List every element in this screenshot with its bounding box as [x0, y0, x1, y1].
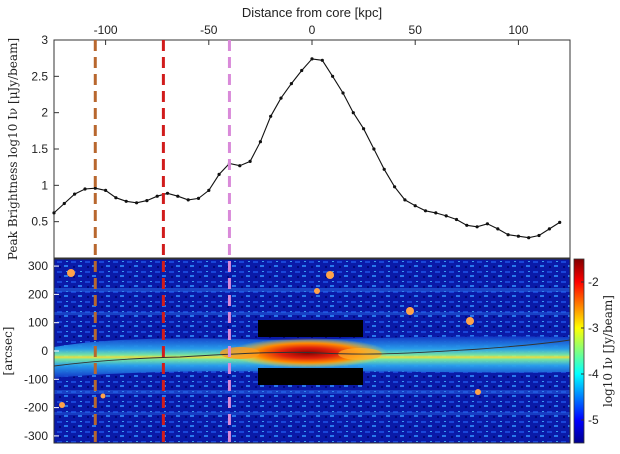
profile-point: [196, 196, 201, 200]
colorbar-tick-label: -5: [588, 413, 599, 427]
image-y-tick-label: 300: [28, 259, 48, 273]
profile-point: [73, 192, 77, 196]
profile-series: [52, 57, 562, 240]
image-y-axis-label: [arcsec]: [1, 327, 15, 376]
top-x-tick-label: 100: [508, 23, 528, 37]
profile-y-tick-label: 1.5: [31, 142, 48, 156]
profile-point: [527, 236, 531, 240]
profile-point: [485, 222, 489, 226]
top-x-tick-label: 0: [309, 23, 316, 37]
profile-point: [135, 201, 139, 205]
profile-y-tick-label: 3: [41, 33, 48, 47]
profile-point: [434, 211, 438, 215]
profile-point: [83, 187, 87, 191]
profile-point: [454, 217, 459, 222]
top-x-axis-label: Distance from core [kpc]: [242, 5, 382, 20]
top-x-tick-label: -100: [94, 23, 118, 37]
profile-point: [300, 68, 304, 73]
galaxy-ridge-line: [54, 339, 570, 367]
image-y-tick-label: 200: [28, 287, 48, 301]
profile-point: [52, 211, 56, 215]
profile-y-tick-label: 2: [41, 106, 48, 120]
profile-y-tick-label: 2.5: [31, 69, 48, 83]
profile-point: [310, 57, 314, 61]
profile-point: [393, 185, 397, 189]
profile-point: [362, 127, 366, 131]
colorbar-label: log10 Iν [Jy/beam]: [601, 295, 615, 407]
profile-point: [516, 234, 521, 238]
colorbar-tick-label: -4: [588, 367, 599, 381]
profile-point: [547, 227, 552, 231]
image-y-tick-label: -100: [24, 372, 48, 386]
profile-point: [258, 140, 262, 144]
profile-point: [351, 111, 355, 115]
colorbar-tick-label: -2: [588, 275, 599, 289]
image-y-tick-label: -200: [24, 401, 48, 415]
profile-y-tick-label: 1: [41, 178, 48, 192]
profile-point: [444, 214, 448, 218]
profile-axes-frame: [53, 39, 571, 259]
colorbar-ticks: -2 -3 -4 -5: [581, 275, 599, 427]
profile-point: [238, 164, 242, 168]
image-panel: 300 200 100 0 -100 -200 -300: [24, 258, 571, 444]
profile-y-ticks: 0.5 1 1.5 2 2.5 3: [31, 33, 59, 229]
profile-line: [53, 58, 560, 239]
profile-point: [465, 223, 469, 227]
profile-point: [382, 167, 386, 171]
profile-point: [537, 233, 541, 238]
profile-point: [403, 198, 407, 202]
colorbar-tick-label: -3: [588, 321, 599, 335]
profile-point: [104, 188, 108, 192]
profile-point: [155, 194, 159, 198]
profile-point: [176, 194, 180, 198]
profile-point: [496, 227, 500, 231]
profile-point: [186, 198, 190, 202]
profile-point: [269, 114, 273, 118]
top-x-tick-label: 50: [409, 23, 423, 37]
profile-point: [145, 199, 149, 203]
profile-point: [413, 204, 417, 208]
profile-point: [423, 209, 428, 213]
profile-point: [248, 159, 252, 163]
profile-point: [341, 91, 345, 95]
profile-point: [558, 220, 562, 224]
profile-point: [124, 199, 128, 203]
image-y-tick-label: 0: [41, 344, 48, 358]
profile-point: [207, 188, 211, 192]
profile-point: [62, 201, 66, 206]
profile-point: [165, 191, 170, 195]
profile-point: [506, 233, 510, 237]
profile-point: [114, 196, 118, 200]
profile-point: [331, 74, 335, 78]
profile-panel: -100 -50 0 50 100 0.5 1 1.5 2 2.5 3: [31, 23, 571, 259]
top-x-ticks: -100 -50 0 50 100: [94, 23, 529, 45]
image-y-tick-label: -300: [24, 429, 48, 443]
top-x-tick-label: -50: [200, 23, 218, 37]
profile-point: [320, 58, 324, 62]
profile-point: [93, 186, 97, 190]
image-y-tick-label: 100: [28, 316, 48, 330]
image-y-ticks: 300 200 100 0 -100 -200 -300: [24, 259, 59, 443]
profile-point: [279, 96, 283, 100]
masked-region-lower: [258, 368, 363, 385]
colorbar-gradient: [573, 258, 585, 444]
masked-region-upper: [258, 320, 363, 337]
profile-point: [475, 225, 479, 229]
colorbar: -2 -3 -4 -5: [573, 258, 599, 444]
profile-point: [289, 82, 293, 86]
profile-y-tick-label: 0.5: [31, 215, 48, 229]
profile-y-axis-label: Peak Brightness log10 Iν [μJy/beam]: [6, 38, 20, 260]
profile-point: [217, 172, 221, 176]
profile-point: [372, 147, 376, 151]
